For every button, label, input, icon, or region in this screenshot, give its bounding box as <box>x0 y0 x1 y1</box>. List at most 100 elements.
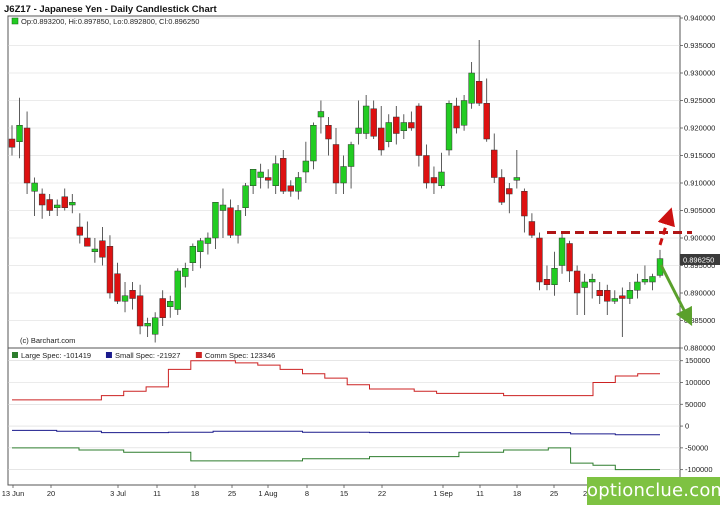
candle <box>355 100 362 145</box>
candle <box>528 213 536 238</box>
candle-body <box>287 185 294 192</box>
candle <box>393 106 400 145</box>
candle-body <box>498 177 505 203</box>
candle <box>521 188 528 233</box>
candle <box>506 183 513 214</box>
candle-body <box>573 270 581 294</box>
x-tick-label: 25 <box>228 489 236 498</box>
candle-body <box>588 279 596 283</box>
candle <box>219 188 227 238</box>
candle-body <box>634 281 641 291</box>
candle-body <box>611 298 618 302</box>
candle <box>46 194 53 216</box>
candle <box>573 265 581 315</box>
candle <box>272 155 279 194</box>
candle-body <box>543 279 551 285</box>
candle <box>23 111 31 194</box>
candle-body <box>521 191 528 217</box>
candle-body <box>370 108 377 137</box>
candle-body <box>649 276 656 283</box>
candle-body <box>551 268 558 285</box>
candle <box>498 169 505 205</box>
candle-body <box>264 177 272 181</box>
candle <box>423 144 430 189</box>
candle-body <box>174 270 181 310</box>
cot-tick-label: 100000 <box>685 378 710 387</box>
candle <box>204 232 212 255</box>
candle-body <box>453 105 460 129</box>
candle-body <box>136 295 144 327</box>
candle <box>619 287 626 337</box>
candle-body <box>475 81 483 104</box>
candle <box>483 78 490 142</box>
candle <box>212 202 219 249</box>
cot-tick-label: 50000 <box>685 400 706 409</box>
candle <box>536 232 543 291</box>
candle-body <box>249 169 257 186</box>
candle <box>61 188 68 211</box>
cot-y-axis: 150000 100000 50000 0 -50000 -100000 <box>680 356 713 474</box>
candle-body <box>272 163 279 186</box>
candle <box>121 282 129 313</box>
candle-body <box>619 295 626 299</box>
candle <box>84 221 91 247</box>
cot-gridlines <box>8 360 680 470</box>
x-tick-label: 20 <box>47 489 55 498</box>
candle <box>106 235 114 299</box>
candle <box>551 251 558 296</box>
cot-legend-swatch <box>105 352 112 358</box>
x-tick-label: 22 <box>378 489 386 498</box>
ohlc-legend-swatch <box>11 17 19 25</box>
candle-body <box>38 193 46 206</box>
last-price-box <box>680 254 720 265</box>
chart-title: J6Z17 - Japanese Yen - Daily Candlestick… <box>4 4 217 15</box>
candle-body <box>506 188 513 195</box>
candle-body <box>16 125 23 142</box>
candle <box>242 183 249 216</box>
candle-body <box>189 246 197 263</box>
candle <box>491 133 498 183</box>
candle-body <box>182 268 189 277</box>
candle-body <box>528 221 536 236</box>
candle <box>604 284 611 315</box>
candle-body <box>430 177 438 184</box>
candle-body <box>347 144 355 167</box>
candle <box>257 163 264 189</box>
x-tick-label: 11 <box>153 489 161 498</box>
candle <box>76 213 84 244</box>
candle-body <box>393 116 400 134</box>
candle-body <box>491 149 498 178</box>
x-tick-label: 25 <box>550 489 558 498</box>
candle-body <box>468 72 475 104</box>
candle <box>287 180 294 197</box>
candle <box>151 312 159 343</box>
candle <box>400 114 408 139</box>
candle <box>543 265 551 291</box>
ohlc-readout: Op:0.893200, Hi:0.897850, Lo:0.892800, C… <box>21 17 199 26</box>
candle-body <box>513 177 521 181</box>
candle-body <box>332 144 340 184</box>
candle <box>385 114 392 148</box>
candle <box>302 141 310 183</box>
candle <box>189 243 197 271</box>
candle-body <box>566 243 573 272</box>
candle <box>8 125 16 156</box>
candle <box>641 265 649 285</box>
cot-tick-label: -100000 <box>685 465 713 474</box>
candle <box>588 273 596 299</box>
candle-body <box>596 290 603 296</box>
candle-body <box>219 204 227 211</box>
x-tick-label: 11 <box>476 489 484 498</box>
cot-tick-label: 0 <box>685 422 689 431</box>
price-tick-label: 0.895000 <box>684 261 715 270</box>
candle-body <box>227 207 234 236</box>
candle <box>310 122 317 170</box>
candle <box>581 273 588 315</box>
x-tick-label: 18 <box>191 489 199 498</box>
down-arrow <box>659 264 693 327</box>
candle-body <box>604 290 611 302</box>
cot-legend-swatch <box>12 352 18 358</box>
candle-body <box>159 298 166 318</box>
price-tick-label: 0.900000 <box>684 234 715 243</box>
candle-body <box>151 317 159 335</box>
